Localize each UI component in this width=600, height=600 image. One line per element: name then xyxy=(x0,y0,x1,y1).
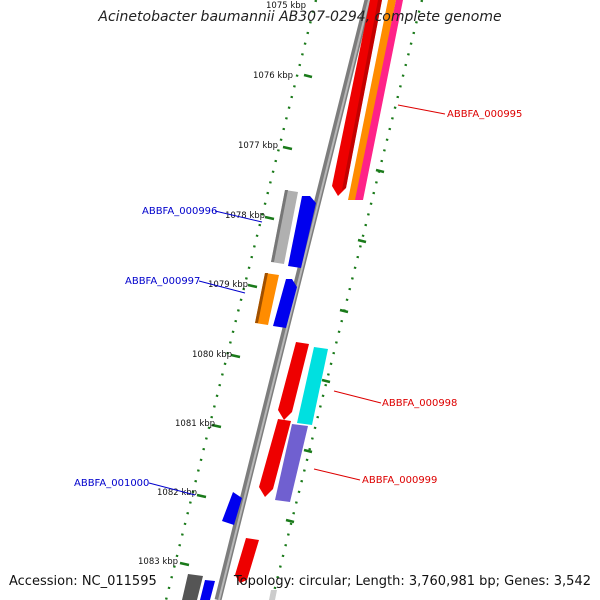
ruler-label: 1080 kbp xyxy=(192,350,232,360)
gene-label-998[interactable]: ABBFA_000998 xyxy=(382,398,457,409)
right-ruler-track xyxy=(270,0,424,600)
ruler-label: 1075 kbp xyxy=(266,1,306,11)
gene-label-999[interactable]: ABBFA_000999 xyxy=(362,475,437,486)
ruler-label: 1077 kbp xyxy=(238,141,278,151)
gene-feature-cyan-998[interactable] xyxy=(297,347,328,425)
leader-line-999 xyxy=(313,468,361,481)
gene-feature-red-bottom[interactable] xyxy=(235,538,259,583)
ruler-label: 1079 kbp xyxy=(208,280,248,290)
right-major-ticks xyxy=(285,168,385,524)
ruler-label: 1083 kbp xyxy=(138,557,178,567)
gene-feature-purple-999[interactable] xyxy=(275,424,308,502)
accession-text: Accession: NC_011595 xyxy=(9,574,157,589)
genome-stats-text: Topology: circular; Length: 3,760,981 bp… xyxy=(233,574,591,589)
gene-feature-orange-top[interactable] xyxy=(348,0,396,200)
gene-feature-red-998[interactable] xyxy=(278,342,309,420)
left-ruler-track xyxy=(164,0,318,600)
gene-feature-blue-1000[interactable] xyxy=(222,492,242,525)
gene-feature-red-999[interactable] xyxy=(259,419,291,497)
leader-line-995 xyxy=(397,104,446,115)
gene-label-1000[interactable]: ABBFA_001000 xyxy=(74,478,149,489)
leader-line-997 xyxy=(198,280,246,294)
leader-line-1000 xyxy=(148,482,196,496)
gene-feature-orange-997[interactable] xyxy=(255,273,279,325)
genome-title: Acinetobacter baumannii AB307-0294, comp… xyxy=(98,9,502,25)
ruler-label: 1081 kbp xyxy=(175,419,215,429)
ruler-label: 1076 kbp xyxy=(253,71,293,81)
ruler-label: 1082 kbp xyxy=(157,488,197,498)
ruler-labels: 1075 kbp 1076 kbp 1077 kbp 1078 kbp 1079… xyxy=(138,1,306,567)
gene-feature-pink-top[interactable] xyxy=(355,0,403,200)
gene-label-996[interactable]: ABBFA_000996 xyxy=(142,206,217,217)
gene-feature-blue-996[interactable] xyxy=(288,196,316,268)
ruler-label: 1078 kbp xyxy=(225,211,265,221)
gene-feature-faint-bottom xyxy=(269,590,277,600)
leader-line-998 xyxy=(333,390,382,404)
gene-feature-grey-996[interactable] xyxy=(271,190,298,264)
gene-feature-blue-997[interactable] xyxy=(273,279,297,328)
gene-feature-blue-bottom[interactable] xyxy=(200,580,215,600)
gene-label-997[interactable]: ABBFA_000997 xyxy=(125,276,200,287)
leader-line-996 xyxy=(214,210,263,223)
gene-label-995[interactable]: ABBFA_000995 xyxy=(447,109,522,120)
left-major-ticks xyxy=(179,73,313,567)
gene-feature-darkgrey-bottom[interactable] xyxy=(182,574,203,600)
